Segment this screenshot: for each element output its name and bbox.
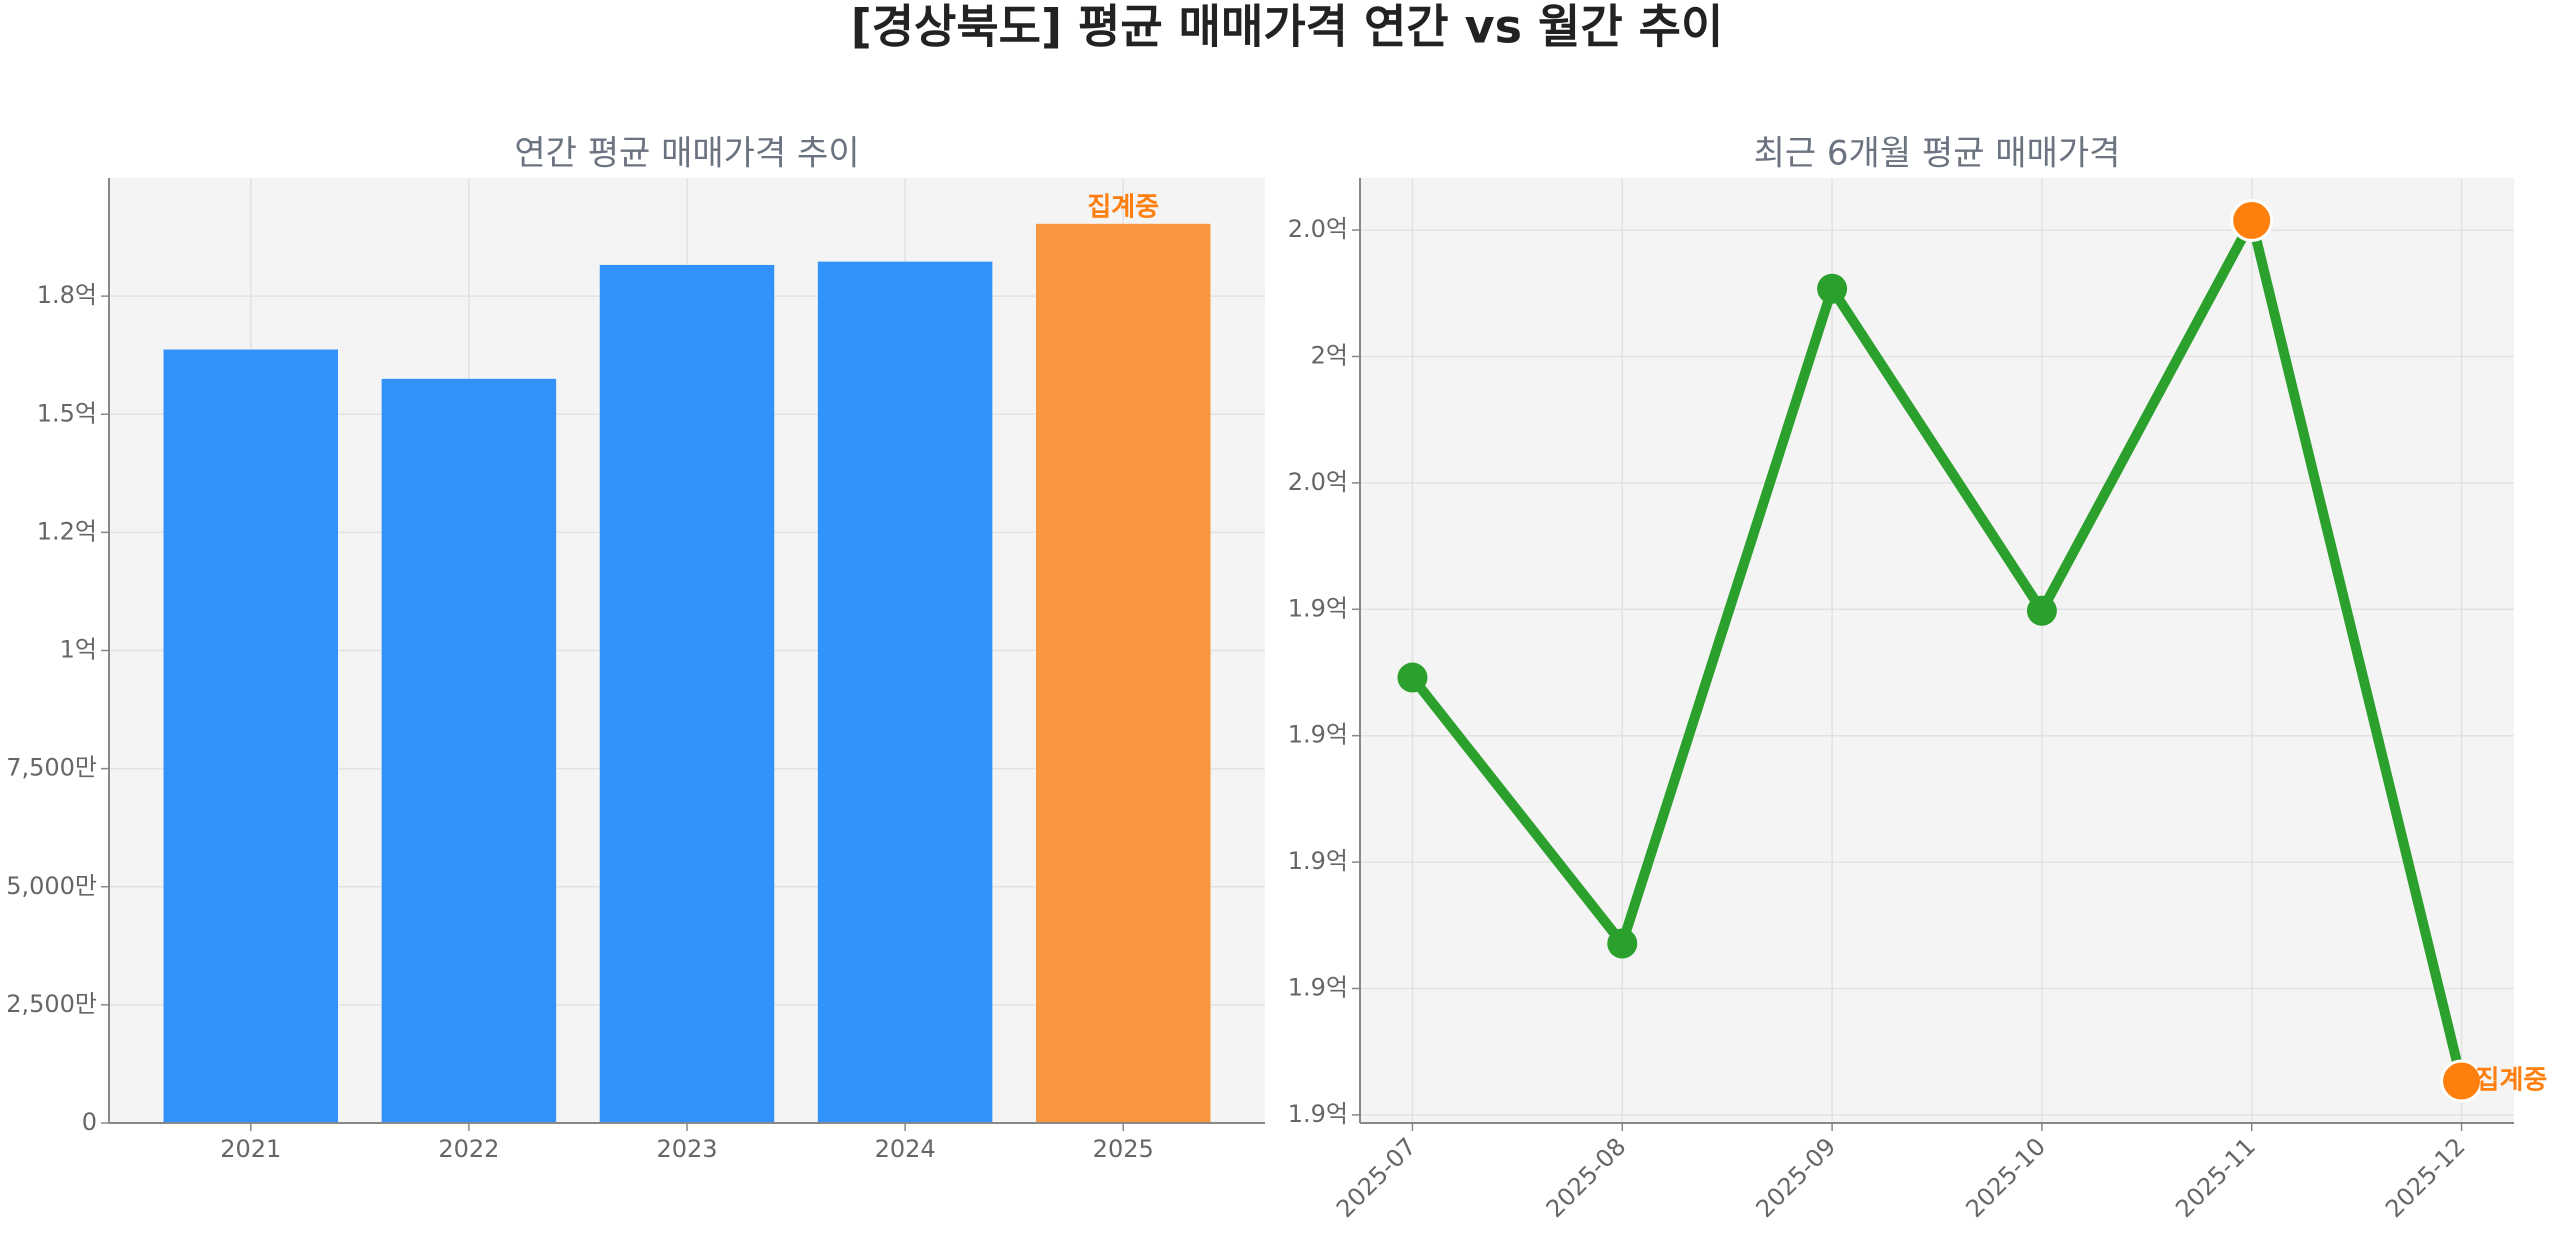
y-tick-label: 1.8억: [37, 281, 97, 309]
x-tick-label: 2022: [438, 1135, 499, 1163]
x-tick-label: 2024: [875, 1135, 936, 1163]
y-tick-label: 2.0억: [1288, 468, 1348, 496]
chart-title: 연간 평균 매매가격 추이: [514, 134, 859, 174]
x-tick-label: 2025: [1093, 1135, 1154, 1163]
point: [1397, 662, 1428, 693]
y-tick-label: 5,000만: [6, 872, 97, 900]
y-tick-label: 1.9억: [1288, 721, 1348, 749]
point: [2026, 595, 2057, 626]
line: [1408, 215, 2467, 1083]
x-tick-label: 2021: [220, 1135, 281, 1163]
y-tick-label: 2.0억: [1288, 215, 1348, 243]
point: [2440, 1059, 2484, 1103]
y-tick-label: 1.5억: [37, 399, 97, 427]
y-tick-label: 1.9억: [1288, 594, 1348, 622]
figure-title: [경상북도] 평균 매매가격 연간 vs 월간 추이: [851, 0, 1724, 54]
bar: [1035, 223, 1211, 1123]
point: [1607, 928, 1638, 959]
plot-area: [1360, 178, 2514, 1123]
bar: [599, 264, 775, 1123]
annotation: 집계중: [1087, 192, 1159, 222]
y-tick-label: 1.9억: [1288, 974, 1348, 1002]
bar: [381, 378, 557, 1123]
x-tick-label: 2023: [656, 1135, 717, 1163]
y-tick-label: 1.2억: [37, 517, 97, 545]
y-tick-label: 7,500만: [6, 754, 97, 782]
annotation: 집계중: [2476, 1066, 2548, 1096]
y-tick-label: 1억: [60, 636, 97, 664]
point: [1817, 273, 1848, 304]
bar: [817, 261, 993, 1123]
y-tick-label: 0: [82, 1108, 97, 1136]
point: [2230, 198, 2274, 242]
y-tick-label: 2억: [1311, 341, 1348, 369]
bar: [163, 349, 339, 1124]
y-tick-label: 2,500만: [6, 990, 97, 1018]
y-tick-label: 1.9억: [1288, 847, 1348, 875]
y-tick-label: 1.9억: [1288, 1100, 1348, 1128]
chart-title: 최근 6개월 평균 매매가격: [1754, 134, 2121, 174]
